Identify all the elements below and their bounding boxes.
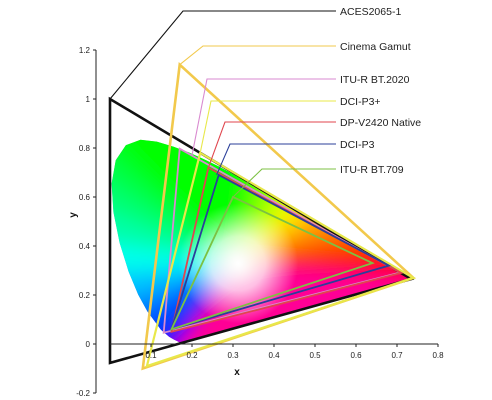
legend-label-dci-p3: DCI-P3	[340, 139, 375, 151]
y-tick-label: -0.2	[76, 389, 90, 398]
y-tick-label: 0.6	[79, 193, 91, 202]
legend-label-aces2065-1: ACES2065-1	[340, 6, 401, 18]
legend-leader-dp-v2420-native	[207, 121, 336, 168]
legend-leader-itu-r-bt-709	[232, 168, 336, 198]
legend-leader-cinema-gamut	[179, 45, 336, 66]
legend-label-itu-r-bt-709: ITU-R BT.709	[340, 164, 404, 176]
x-axis-title: x	[234, 367, 240, 378]
legend-label-itu-r-bt-2020: ITU-R BT.2020	[340, 74, 410, 86]
y-tick-label: 1	[86, 95, 91, 104]
legend: ACES2065-1 Cinema Gamut ITU-R BT.2020 DCI-P…	[109, 6, 421, 198]
y-tick-label: 1.2	[79, 46, 91, 55]
legend-leader-aces2065-1	[109, 10, 336, 100]
y-tick-label: 0.4	[79, 242, 91, 251]
axes: -0.2 0 0.2 0.4 0.6 0.8 1 1.2 0.1 0.2 0.3 0.4 0.5 0.6 0…	[68, 46, 444, 398]
x-tick-label: 0.6	[350, 351, 362, 360]
x-tick-label: 0.3	[227, 351, 239, 360]
legend-leader-itu-r-bt-2020	[191, 78, 336, 156]
gamut-triangle-dci-p3	[145, 151, 417, 368]
x-tick-label: 0.1	[145, 351, 157, 360]
legend-leader-dci-p3	[216, 143, 336, 176]
x-tick-label: 0.7	[391, 351, 403, 360]
legend-leader-dci-p3	[199, 100, 336, 154]
y-tick-label: 0.2	[79, 291, 91, 300]
x-tick-label: 0.2	[186, 351, 198, 360]
spectral-locus-fill	[111, 139, 412, 343]
gamut-triangle-dci-p3	[170, 173, 392, 331]
legend-label-dci-p3: DCI-P3+	[340, 96, 381, 108]
gamut-triangle-itu-r-bt-709	[169, 195, 375, 331]
gamut-triangles	[108, 62, 417, 371]
x-tick-label: 0.5	[309, 351, 321, 360]
legend-label-cinema-gamut: Cinema Gamut	[340, 41, 411, 53]
x-tick-label: 0.4	[268, 351, 280, 360]
legend-label-dp-v2420-native: DP-V2420 Native	[340, 117, 421, 129]
spectral-locus-colors	[111, 139, 412, 343]
y-tick-label: 0	[86, 340, 91, 349]
x-tick-label: 0.8	[432, 351, 444, 360]
y-tick-label: 0.8	[79, 144, 91, 153]
y-axis-title: y	[68, 212, 79, 218]
